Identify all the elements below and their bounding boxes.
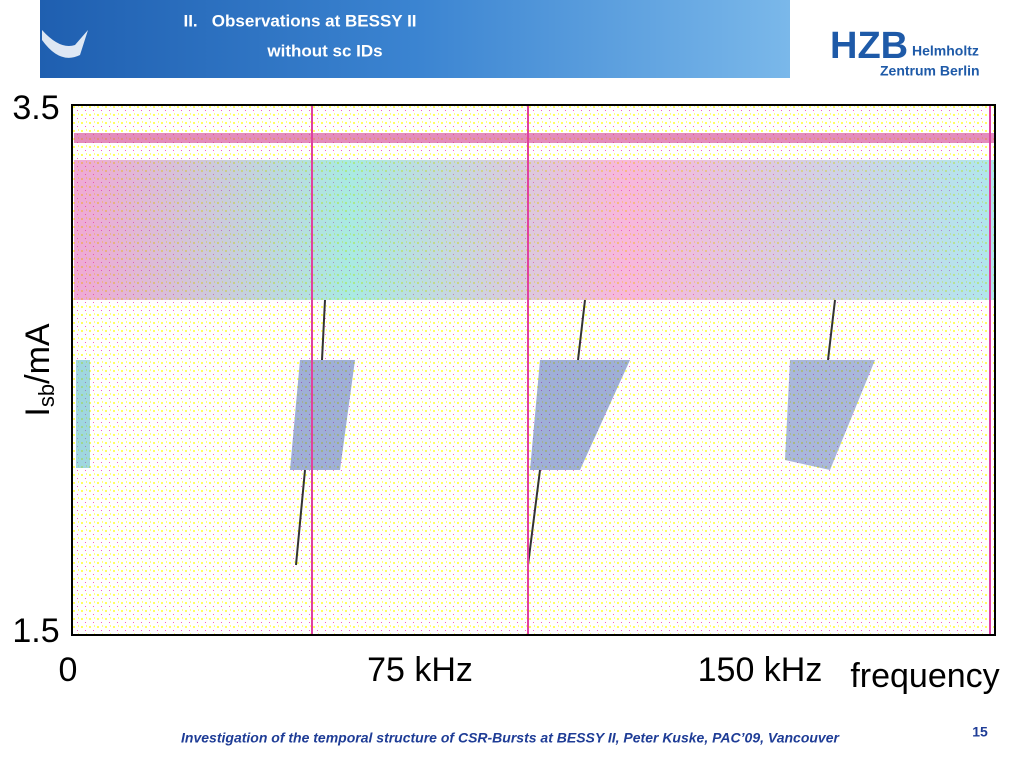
footer-text: Investigation of the temporal structure …	[181, 730, 840, 746]
x-tick-label: 150 kHz	[698, 651, 823, 689]
logo-mark: HZB	[830, 25, 908, 67]
x-tick-label: 75 kHz	[367, 651, 473, 689]
burst-shape	[530, 360, 630, 470]
burst-trail	[295, 299, 836, 566]
page-number: 15	[972, 724, 988, 740]
title-line: without sc IDs	[266, 41, 382, 60]
y-tick-label: 1.5	[12, 612, 59, 650]
burst-shape	[785, 360, 875, 470]
y-axis-label: Isb/mA	[19, 323, 59, 416]
x-axis-title: frequency	[850, 657, 999, 695]
burst-band	[74, 160, 994, 300]
spectral-line	[311, 105, 991, 635]
spectrogram: 3.5 1.5 Isb/mA 0 75 kHz 150 kHz frequenc…	[12, 89, 1002, 695]
burst-shape	[76, 360, 90, 468]
plot-frame	[71, 104, 996, 636]
header-bar	[40, 0, 790, 78]
y-axis-label-main: I	[19, 407, 57, 416]
x-tick-label: 0	[59, 651, 78, 689]
logo-text: Zentrum Berlin	[880, 63, 980, 79]
burst-band	[74, 133, 994, 143]
title-line: II. Observations at BESSY II	[183, 11, 416, 30]
y-tick-label: 3.5	[12, 89, 59, 127]
burst-shape	[290, 360, 355, 470]
y-axis-label-sub: sb	[34, 384, 59, 407]
y-axis-label-unit: /mA	[19, 323, 57, 384]
logo-text: Helmholtz	[912, 43, 979, 59]
header-swoosh	[42, 30, 88, 58]
